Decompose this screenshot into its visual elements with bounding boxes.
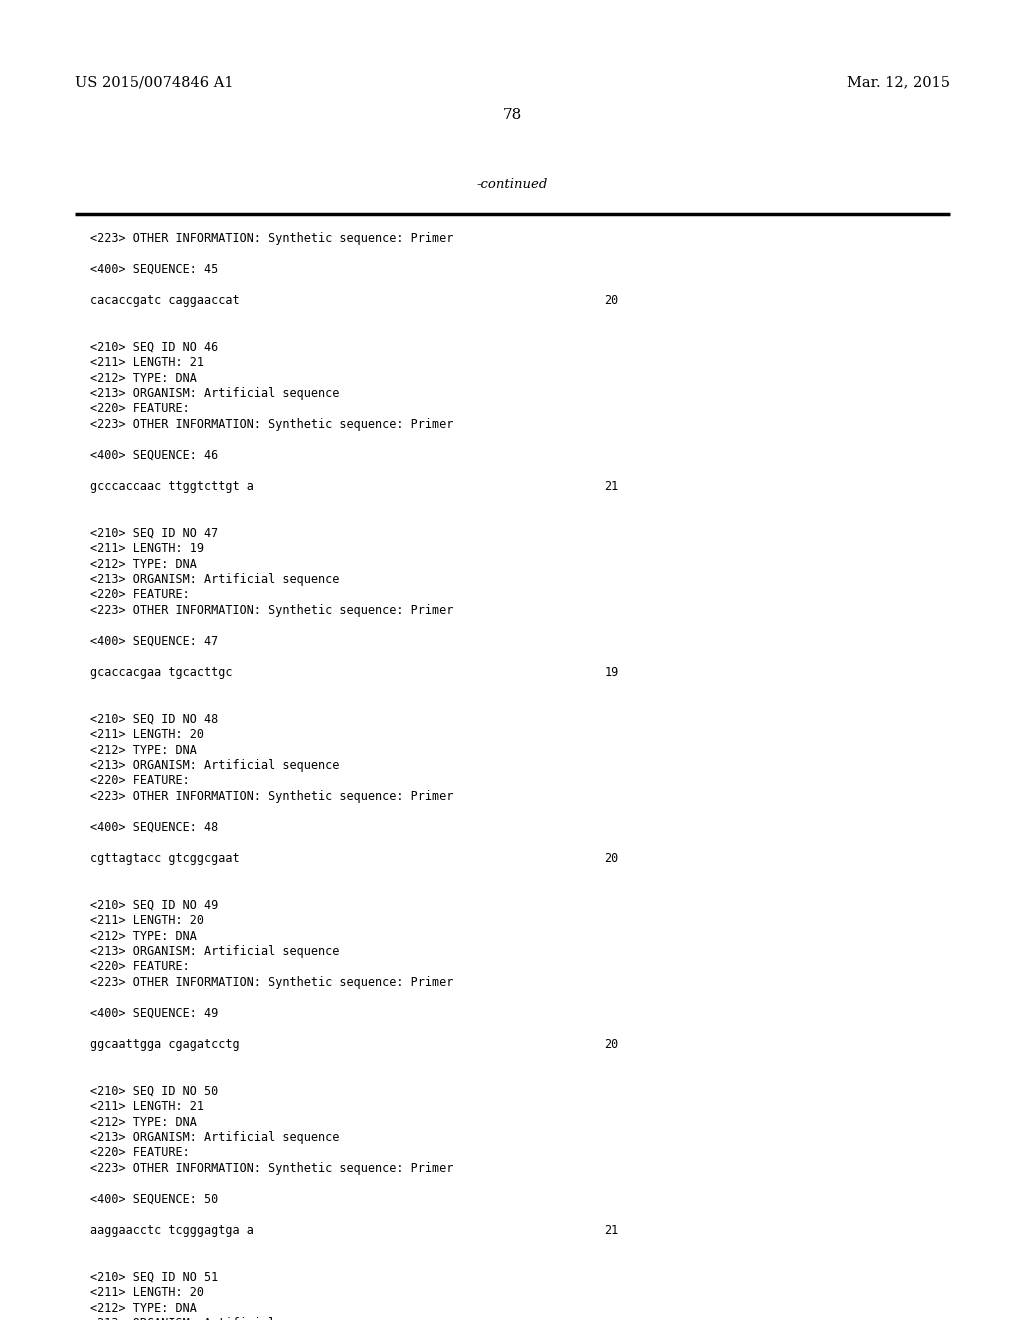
Text: <211> LENGTH: 19: <211> LENGTH: 19 (90, 543, 204, 554)
Text: <400> SEQUENCE: 45: <400> SEQUENCE: 45 (90, 263, 218, 276)
Text: <220> FEATURE:: <220> FEATURE: (90, 961, 189, 974)
Text: <211> LENGTH: 20: <211> LENGTH: 20 (90, 729, 204, 741)
Text: cgttagtacc gtcggcgaat: cgttagtacc gtcggcgaat (90, 851, 240, 865)
Text: <400> SEQUENCE: 48: <400> SEQUENCE: 48 (90, 821, 218, 834)
Text: <210> SEQ ID NO 47: <210> SEQ ID NO 47 (90, 527, 218, 540)
Text: 20: 20 (604, 1038, 618, 1051)
Text: <210> SEQ ID NO 50: <210> SEQ ID NO 50 (90, 1085, 218, 1097)
Text: <220> FEATURE:: <220> FEATURE: (90, 589, 189, 602)
Text: 21: 21 (604, 480, 618, 492)
Text: <220> FEATURE:: <220> FEATURE: (90, 403, 189, 416)
Text: ggcaattgga cgagatcctg: ggcaattgga cgagatcctg (90, 1038, 240, 1051)
Text: aaggaacctc tcgggagtga a: aaggaacctc tcgggagtga a (90, 1224, 254, 1237)
Text: <400> SEQUENCE: 50: <400> SEQUENCE: 50 (90, 1193, 218, 1206)
Text: US 2015/0074846 A1: US 2015/0074846 A1 (75, 75, 233, 88)
Text: -continued: -continued (476, 178, 548, 191)
Text: <213> ORGANISM: Artificial sequence: <213> ORGANISM: Artificial sequence (90, 1131, 340, 1144)
Text: <210> SEQ ID NO 48: <210> SEQ ID NO 48 (90, 713, 218, 726)
Text: <212> TYPE: DNA: <212> TYPE: DNA (90, 929, 197, 942)
Text: <213> ORGANISM: Artificial sequence: <213> ORGANISM: Artificial sequence (90, 387, 340, 400)
Text: <213> ORGANISM: Artificial sequence: <213> ORGANISM: Artificial sequence (90, 1317, 340, 1320)
Text: <211> LENGTH: 21: <211> LENGTH: 21 (90, 356, 204, 370)
Text: <223> OTHER INFORMATION: Synthetic sequence: Primer: <223> OTHER INFORMATION: Synthetic seque… (90, 1162, 454, 1175)
Text: <211> LENGTH: 21: <211> LENGTH: 21 (90, 1100, 204, 1113)
Text: 21: 21 (604, 1224, 618, 1237)
Text: gcaccacgaa tgcacttgc: gcaccacgaa tgcacttgc (90, 667, 232, 678)
Text: <213> ORGANISM: Artificial sequence: <213> ORGANISM: Artificial sequence (90, 573, 340, 586)
Text: <223> OTHER INFORMATION: Synthetic sequence: Primer: <223> OTHER INFORMATION: Synthetic seque… (90, 605, 454, 616)
Text: <212> TYPE: DNA: <212> TYPE: DNA (90, 371, 197, 384)
Text: <210> SEQ ID NO 51: <210> SEQ ID NO 51 (90, 1270, 218, 1283)
Text: <212> TYPE: DNA: <212> TYPE: DNA (90, 743, 197, 756)
Text: <220> FEATURE:: <220> FEATURE: (90, 1147, 189, 1159)
Text: <213> ORGANISM: Artificial sequence: <213> ORGANISM: Artificial sequence (90, 945, 340, 958)
Text: <400> SEQUENCE: 47: <400> SEQUENCE: 47 (90, 635, 218, 648)
Text: <223> OTHER INFORMATION: Synthetic sequence: Primer: <223> OTHER INFORMATION: Synthetic seque… (90, 418, 454, 432)
Text: <223> OTHER INFORMATION: Synthetic sequence: Primer: <223> OTHER INFORMATION: Synthetic seque… (90, 789, 454, 803)
Text: Mar. 12, 2015: Mar. 12, 2015 (847, 75, 950, 88)
Text: <212> TYPE: DNA: <212> TYPE: DNA (90, 1115, 197, 1129)
Text: gcccaccaac ttggtcttgt a: gcccaccaac ttggtcttgt a (90, 480, 254, 492)
Text: cacaccgatc caggaaccat: cacaccgatc caggaaccat (90, 294, 240, 308)
Text: 20: 20 (604, 851, 618, 865)
Text: 78: 78 (503, 108, 521, 121)
Text: <212> TYPE: DNA: <212> TYPE: DNA (90, 557, 197, 570)
Text: <220> FEATURE:: <220> FEATURE: (90, 775, 189, 788)
Text: <212> TYPE: DNA: <212> TYPE: DNA (90, 1302, 197, 1315)
Text: <210> SEQ ID NO 46: <210> SEQ ID NO 46 (90, 341, 218, 354)
Text: <213> ORGANISM: Artificial sequence: <213> ORGANISM: Artificial sequence (90, 759, 340, 772)
Text: <211> LENGTH: 20: <211> LENGTH: 20 (90, 1286, 204, 1299)
Text: 20: 20 (604, 294, 618, 308)
Text: <400> SEQUENCE: 49: <400> SEQUENCE: 49 (90, 1007, 218, 1020)
Text: 19: 19 (604, 667, 618, 678)
Text: <211> LENGTH: 20: <211> LENGTH: 20 (90, 913, 204, 927)
Text: <210> SEQ ID NO 49: <210> SEQ ID NO 49 (90, 899, 218, 912)
Text: <400> SEQUENCE: 46: <400> SEQUENCE: 46 (90, 449, 218, 462)
Text: <223> OTHER INFORMATION: Synthetic sequence: Primer: <223> OTHER INFORMATION: Synthetic seque… (90, 232, 454, 246)
Text: <223> OTHER INFORMATION: Synthetic sequence: Primer: <223> OTHER INFORMATION: Synthetic seque… (90, 975, 454, 989)
